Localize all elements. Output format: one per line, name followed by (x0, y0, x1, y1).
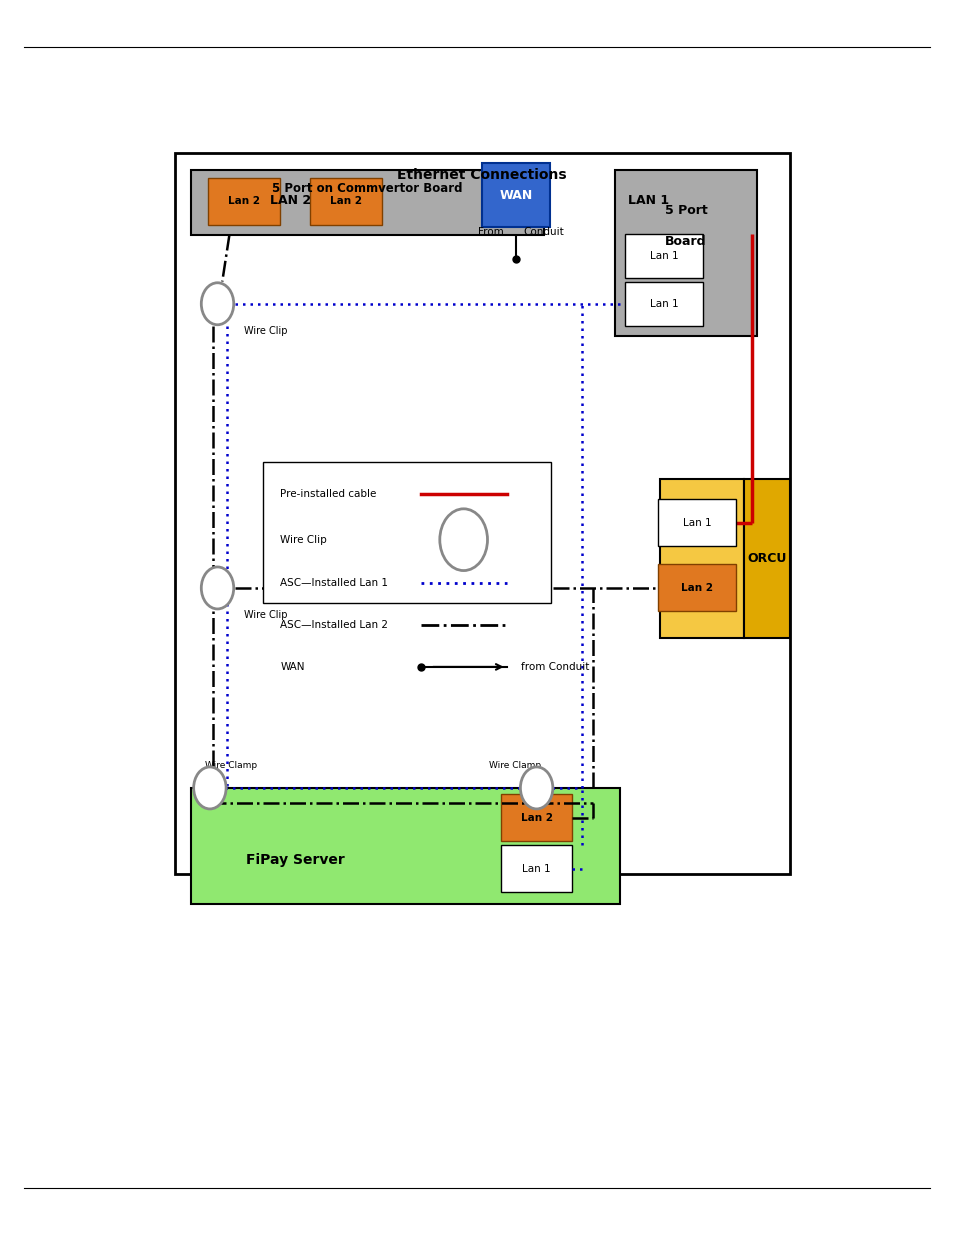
Text: Lan 2: Lan 2 (330, 196, 361, 206)
Text: Wire Clip: Wire Clip (244, 610, 288, 620)
Bar (191, 170, 543, 235)
Text: LAN 1: LAN 1 (627, 194, 669, 206)
Text: From: From (477, 227, 503, 237)
Circle shape (201, 567, 233, 609)
Circle shape (439, 509, 487, 571)
Text: FiPay Server: FiPay Server (246, 853, 345, 867)
Bar (500, 794, 572, 841)
Text: Wire Clamp: Wire Clamp (205, 761, 257, 771)
Text: ASC—Installed Lan 2: ASC—Installed Lan 2 (280, 620, 388, 630)
Bar (208, 178, 279, 225)
Text: ASC—Installed Lan 1: ASC—Installed Lan 1 (280, 578, 388, 588)
Bar (658, 564, 736, 611)
Text: Lan 1: Lan 1 (649, 299, 678, 309)
Text: Lan 2: Lan 2 (520, 813, 552, 823)
Circle shape (201, 283, 233, 325)
Bar (615, 170, 756, 336)
Text: Conduit: Conduit (523, 227, 564, 237)
Text: Ethernet Connections: Ethernet Connections (397, 168, 566, 183)
Text: Board: Board (664, 235, 706, 248)
Text: 5 Port: 5 Port (664, 204, 706, 216)
Bar (191, 788, 619, 904)
Bar (659, 479, 743, 638)
Circle shape (193, 767, 226, 809)
Text: Lan 2: Lan 2 (680, 583, 713, 593)
Bar (500, 846, 572, 893)
Text: Lan 1: Lan 1 (682, 517, 711, 527)
Text: Wire Clip: Wire Clip (280, 535, 327, 545)
Text: WAN: WAN (499, 189, 532, 201)
Bar (624, 282, 702, 326)
Bar (481, 163, 550, 227)
Bar (743, 479, 789, 638)
Text: Lan 2: Lan 2 (228, 196, 259, 206)
Bar (624, 233, 702, 278)
Bar (174, 153, 789, 874)
Text: LAN 2: LAN 2 (270, 194, 312, 206)
Bar (310, 178, 381, 225)
Text: Pre-installed cable: Pre-installed cable (280, 489, 376, 499)
Circle shape (520, 767, 552, 809)
Text: Wire Clamp: Wire Clamp (489, 761, 541, 771)
Text: Lan 1: Lan 1 (521, 864, 551, 874)
Text: from Conduit: from Conduit (520, 662, 589, 672)
Text: ORCU: ORCU (746, 552, 786, 566)
Bar (263, 462, 551, 603)
Text: Lan 1: Lan 1 (649, 251, 678, 261)
Text: 5 Port on Commvertor Board: 5 Port on Commvertor Board (272, 182, 462, 195)
Text: Wire Clip: Wire Clip (244, 326, 288, 336)
Bar (658, 499, 736, 546)
Text: WAN: WAN (280, 662, 305, 672)
